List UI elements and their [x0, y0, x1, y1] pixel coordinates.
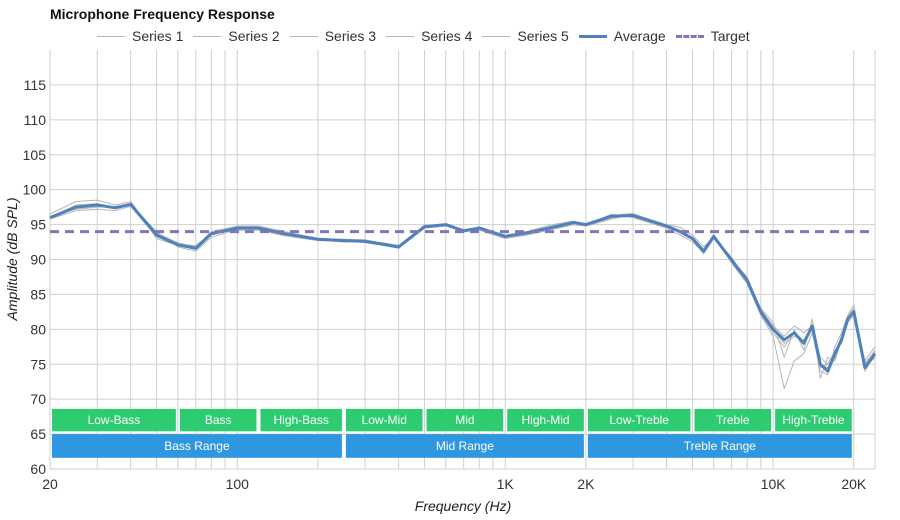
legend-item[interactable]: Series 3 — [289, 28, 377, 44]
x-tick-label: 100 — [226, 476, 250, 492]
grid-lines — [49, 50, 876, 470]
legend-swatch — [578, 34, 607, 38]
band-label: High-Mid — [522, 413, 570, 427]
y-axis-title: Amplitude (dB SPL) — [4, 198, 20, 322]
legend-swatch — [386, 35, 415, 37]
y-tick-label: 115 — [24, 77, 47, 93]
band-box — [587, 434, 852, 458]
x-tick-label: 10K — [761, 476, 787, 492]
band-label: Treble Range — [684, 439, 757, 453]
band-box — [426, 408, 504, 432]
series-line-series-5 — [49, 203, 876, 369]
chart-legend: Series 1 Series 2 Series 3 Series 4 Series 5… — [97, 26, 760, 46]
band-box — [587, 408, 691, 432]
band-label: Bass — [205, 413, 232, 427]
y-tick-label: 100 — [23, 182, 47, 198]
y-tick-label: 80 — [30, 321, 46, 337]
legend-item[interactable]: Series 5 — [482, 28, 569, 44]
legend-swatch — [675, 34, 704, 38]
y-tick-label: 75 — [30, 356, 46, 372]
legend-label: Series 4 — [421, 28, 473, 44]
chart-title: Microphone Frequency Response — [50, 6, 275, 22]
legend-item[interactable]: Target — [675, 28, 750, 44]
legend-swatch — [482, 35, 511, 37]
series-line-average — [49, 202, 877, 373]
band-box — [345, 408, 423, 432]
series-lines — [49, 199, 877, 390]
legend-label: Average — [613, 28, 666, 44]
band-label: Mid — [455, 413, 474, 427]
band-label: High-Bass — [274, 413, 329, 427]
band-box — [345, 434, 584, 458]
frequency-bands: Low-Bass Bass High-Bass Low-Mid Mid High-Mid L… — [52, 408, 852, 458]
band-label: Treble — [716, 413, 750, 427]
band-label: Low-Treble — [609, 413, 669, 427]
legend-item[interactable]: Series 1 — [97, 28, 183, 44]
x-tick-label: 20 — [42, 476, 58, 492]
band-box — [694, 408, 772, 432]
x-tick-label: 1K — [497, 476, 515, 492]
y-tick-label: 105 — [23, 147, 47, 163]
legend-swatch — [193, 35, 222, 37]
legend-label: Series 3 — [324, 28, 377, 44]
band-label: Low-Mid — [362, 413, 407, 427]
y-tick-label: 70 — [30, 391, 46, 407]
band-label: Mid Range — [436, 439, 494, 453]
x-tick-label: 2K — [577, 476, 595, 492]
y-tick-label: 90 — [30, 252, 46, 268]
band-box — [507, 408, 584, 432]
legend-swatch — [289, 35, 318, 37]
legend-label: Series 5 — [517, 28, 569, 44]
legend-swatch — [97, 35, 125, 37]
y-tick-label: 110 — [24, 112, 47, 128]
y-tick-label: 85 — [30, 286, 46, 302]
legend-item[interactable]: Series 4 — [386, 28, 472, 44]
legend-item[interactable]: Series 2 — [193, 28, 280, 44]
legend-item[interactable]: Average — [578, 28, 666, 44]
band-box — [775, 408, 852, 432]
band-box — [260, 408, 342, 432]
x-tick-label: 20K — [841, 476, 867, 492]
legend-label: Target — [710, 28, 750, 44]
axis-ticks: 60 65 70 75 80 85 90 95 100 105 110 115 20 100 1K 2K 10K… — [23, 77, 867, 492]
legend-label: Series 2 — [228, 28, 280, 44]
legend-label: Series 1 — [132, 28, 184, 44]
band-box — [179, 408, 257, 432]
y-tick-label: 65 — [30, 426, 46, 442]
band-label: Bass Range — [164, 439, 230, 453]
band-label: Low-Bass — [88, 413, 141, 427]
y-tick-label: 95 — [30, 217, 46, 233]
x-axis-title: Frequency (Hz) — [415, 498, 511, 514]
y-tick-label: 60 — [30, 461, 46, 477]
band-box — [52, 408, 176, 432]
band-box — [52, 434, 342, 458]
band-label: High-Treble — [782, 413, 845, 427]
